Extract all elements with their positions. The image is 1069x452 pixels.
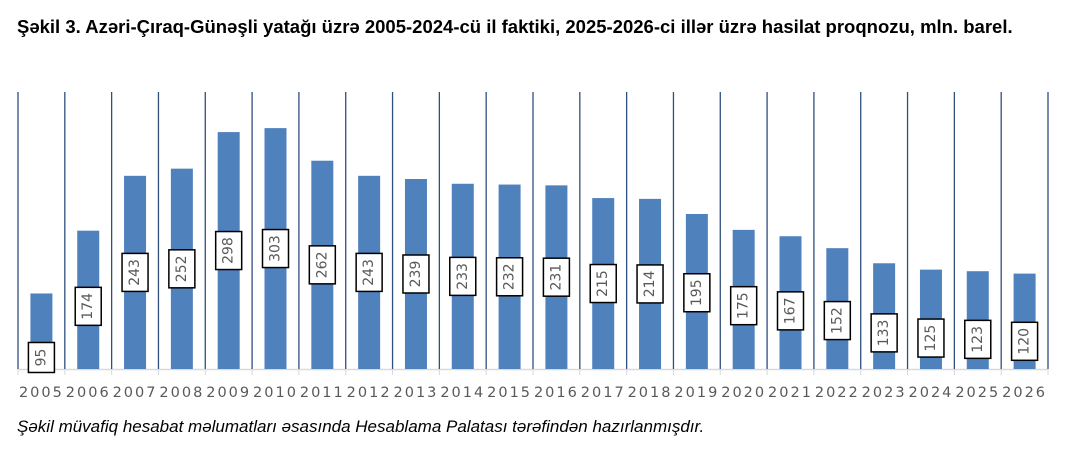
data-label-2017: 215 bbox=[595, 270, 611, 297]
data-label-2013: 239 bbox=[408, 261, 424, 288]
x-tick-label: 2014 bbox=[440, 385, 485, 401]
data-label-box bbox=[823, 300, 852, 341]
data-label-2019: 195 bbox=[689, 279, 705, 306]
data-label-box bbox=[214, 230, 243, 271]
data-label-box bbox=[449, 256, 477, 297]
data-label-box bbox=[870, 313, 898, 353]
x-tick-label: 2016 bbox=[534, 385, 579, 401]
x-tick-label: 2021 bbox=[768, 385, 813, 401]
data-label-2026: 120 bbox=[1017, 328, 1033, 355]
data-label-2008: 252 bbox=[174, 255, 190, 282]
data-label-2015: 232 bbox=[502, 263, 518, 290]
data-label-2023: 133 bbox=[876, 320, 892, 347]
data-label-box bbox=[261, 228, 290, 269]
x-tick-label: 2025 bbox=[955, 385, 1000, 401]
x-tick-label: 2024 bbox=[909, 385, 954, 401]
x-tick-label: 2005 bbox=[19, 385, 64, 401]
data-label-box bbox=[964, 319, 992, 360]
chart-title: Şəkil 3. Azəri-Çıraq-Günəşli yatağı üzrə… bbox=[17, 16, 1013, 37]
data-label-box bbox=[168, 249, 196, 289]
data-label-box bbox=[729, 285, 758, 326]
x-tick-label: 2023 bbox=[862, 385, 907, 401]
data-label-box bbox=[589, 263, 617, 304]
x-tick-label: 2010 bbox=[253, 385, 298, 401]
x-tick-label: 2022 bbox=[815, 385, 860, 401]
x-tick-label: 2018 bbox=[628, 385, 673, 401]
data-label-2021: 167 bbox=[783, 298, 799, 325]
data-label-2018: 214 bbox=[642, 270, 658, 297]
data-label-2014: 233 bbox=[455, 263, 471, 290]
data-label-box bbox=[308, 245, 337, 285]
data-label-2009: 298 bbox=[221, 237, 237, 264]
data-label-2011: 262 bbox=[314, 251, 330, 278]
data-label-box bbox=[27, 341, 56, 374]
data-label-box bbox=[121, 252, 149, 293]
data-label-2024: 125 bbox=[923, 325, 939, 352]
x-tick-label: 2013 bbox=[394, 385, 439, 401]
data-label-2007: 243 bbox=[127, 259, 143, 286]
data-label-box bbox=[355, 252, 383, 293]
data-label-box bbox=[917, 318, 945, 358]
x-tick-label: 2011 bbox=[300, 385, 345, 401]
data-label-2025: 123 bbox=[970, 326, 986, 353]
data-label-2022: 152 bbox=[829, 307, 845, 334]
x-tick-label: 2008 bbox=[159, 385, 204, 401]
data-label-box bbox=[542, 257, 571, 297]
x-tick-label: 2017 bbox=[581, 385, 626, 401]
x-tick-label: 2007 bbox=[113, 385, 158, 401]
data-label-box bbox=[683, 272, 711, 313]
x-tick-label: 2026 bbox=[1002, 385, 1047, 401]
x-tick-label: 2012 bbox=[347, 385, 392, 401]
data-label-2010: 303 bbox=[268, 235, 284, 262]
x-tick-label: 2015 bbox=[487, 385, 532, 401]
data-label-2016: 231 bbox=[548, 264, 564, 291]
data-label-box bbox=[402, 254, 430, 294]
data-label-2012: 243 bbox=[361, 259, 377, 286]
data-label-box bbox=[1010, 321, 1039, 362]
data-label-box bbox=[776, 291, 805, 331]
data-label-2020: 175 bbox=[736, 292, 752, 319]
data-label-box bbox=[495, 257, 524, 297]
chart-caption: Şəkil müvafiq hesabat məlumatları əsasın… bbox=[17, 417, 705, 436]
x-tick-label: 2019 bbox=[674, 385, 719, 401]
x-tick-label: 2020 bbox=[721, 385, 766, 401]
data-label-2005: 95 bbox=[33, 349, 49, 367]
x-tick-label: 2009 bbox=[206, 385, 251, 401]
data-label-box bbox=[74, 286, 102, 327]
data-label-box bbox=[636, 264, 664, 304]
data-label-2006: 174 bbox=[80, 293, 96, 320]
x-tick-label: 2006 bbox=[66, 385, 111, 401]
